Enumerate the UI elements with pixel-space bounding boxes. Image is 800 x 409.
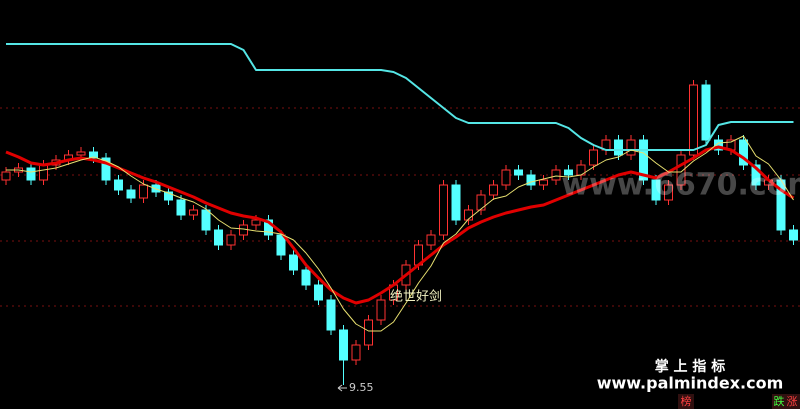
- candle-body: [264, 219, 273, 236]
- candle-body: [276, 234, 286, 256]
- candle-body: [114, 179, 123, 191]
- candle-body: [139, 184, 148, 199]
- candle-body: [239, 224, 248, 236]
- candle-body: [26, 167, 36, 181]
- candle-body: [476, 194, 486, 211]
- brand-title: 掌 上 指 标: [655, 358, 726, 375]
- candle-body: [126, 189, 136, 199]
- candle-body: [751, 164, 761, 186]
- indicator-line: [5, 145, 795, 305]
- indicator-label: 绝世好剑: [390, 289, 442, 305]
- candle-body: [101, 157, 111, 181]
- candle-body: [251, 219, 261, 226]
- candle-body: [314, 284, 323, 301]
- candle-body: [501, 169, 511, 186]
- candle-body: [626, 139, 636, 156]
- candle-body: [564, 169, 573, 176]
- candle-body: [651, 179, 661, 201]
- candle-body: [214, 229, 223, 246]
- candle-body: [326, 299, 336, 331]
- candle-body: [89, 151, 98, 159]
- candle-body: [526, 174, 536, 186]
- candle-body: [1, 171, 11, 181]
- corner-box: [772, 394, 800, 409]
- candle-body: [164, 191, 173, 201]
- candle-body: [76, 151, 86, 156]
- corner-left: 榜: [681, 394, 692, 408]
- candle-body: [351, 344, 361, 361]
- candle-body: [376, 299, 386, 321]
- candle-body: [639, 139, 648, 181]
- candle-body: [701, 84, 711, 141]
- candle-body: [301, 269, 311, 286]
- candle-body: [289, 254, 298, 271]
- candle-body: [39, 164, 48, 181]
- candle-body: [689, 84, 698, 156]
- candle-body: [339, 329, 348, 361]
- candle-body: [714, 139, 723, 151]
- candle-body: [614, 139, 623, 156]
- low-arrow: [337, 384, 343, 389]
- candle-body: [589, 149, 598, 166]
- candle-body: [364, 319, 373, 346]
- candle-body: [189, 209, 198, 216]
- corner-down: 跌: [774, 394, 785, 408]
- candle-body: [201, 209, 211, 231]
- candle-body: [551, 169, 561, 181]
- candle-body: [426, 234, 436, 246]
- candle-body: [451, 184, 461, 221]
- candle-body: [489, 184, 498, 196]
- watermark: www.6670.com: [561, 168, 800, 203]
- candle-body: [226, 234, 236, 246]
- candle-body: [789, 229, 798, 241]
- corner-up: 涨: [787, 395, 798, 408]
- plot: [1, 43, 798, 385]
- candle-body: [514, 169, 523, 176]
- indicator-line: [6, 135, 794, 332]
- candle-body: [739, 139, 748, 166]
- candle-body: [464, 209, 473, 221]
- indicator-line: [6, 43, 794, 151]
- low-label: 9.55: [349, 381, 374, 394]
- candle-body: [539, 179, 548, 186]
- candle-body: [664, 184, 673, 201]
- candle-body: [676, 154, 686, 186]
- candle-body: [439, 184, 448, 236]
- brand-url: www.palmindex.com: [597, 374, 784, 393]
- corner-box: [678, 394, 694, 409]
- candle-body: [176, 199, 186, 216]
- low-arrow: [337, 387, 343, 392]
